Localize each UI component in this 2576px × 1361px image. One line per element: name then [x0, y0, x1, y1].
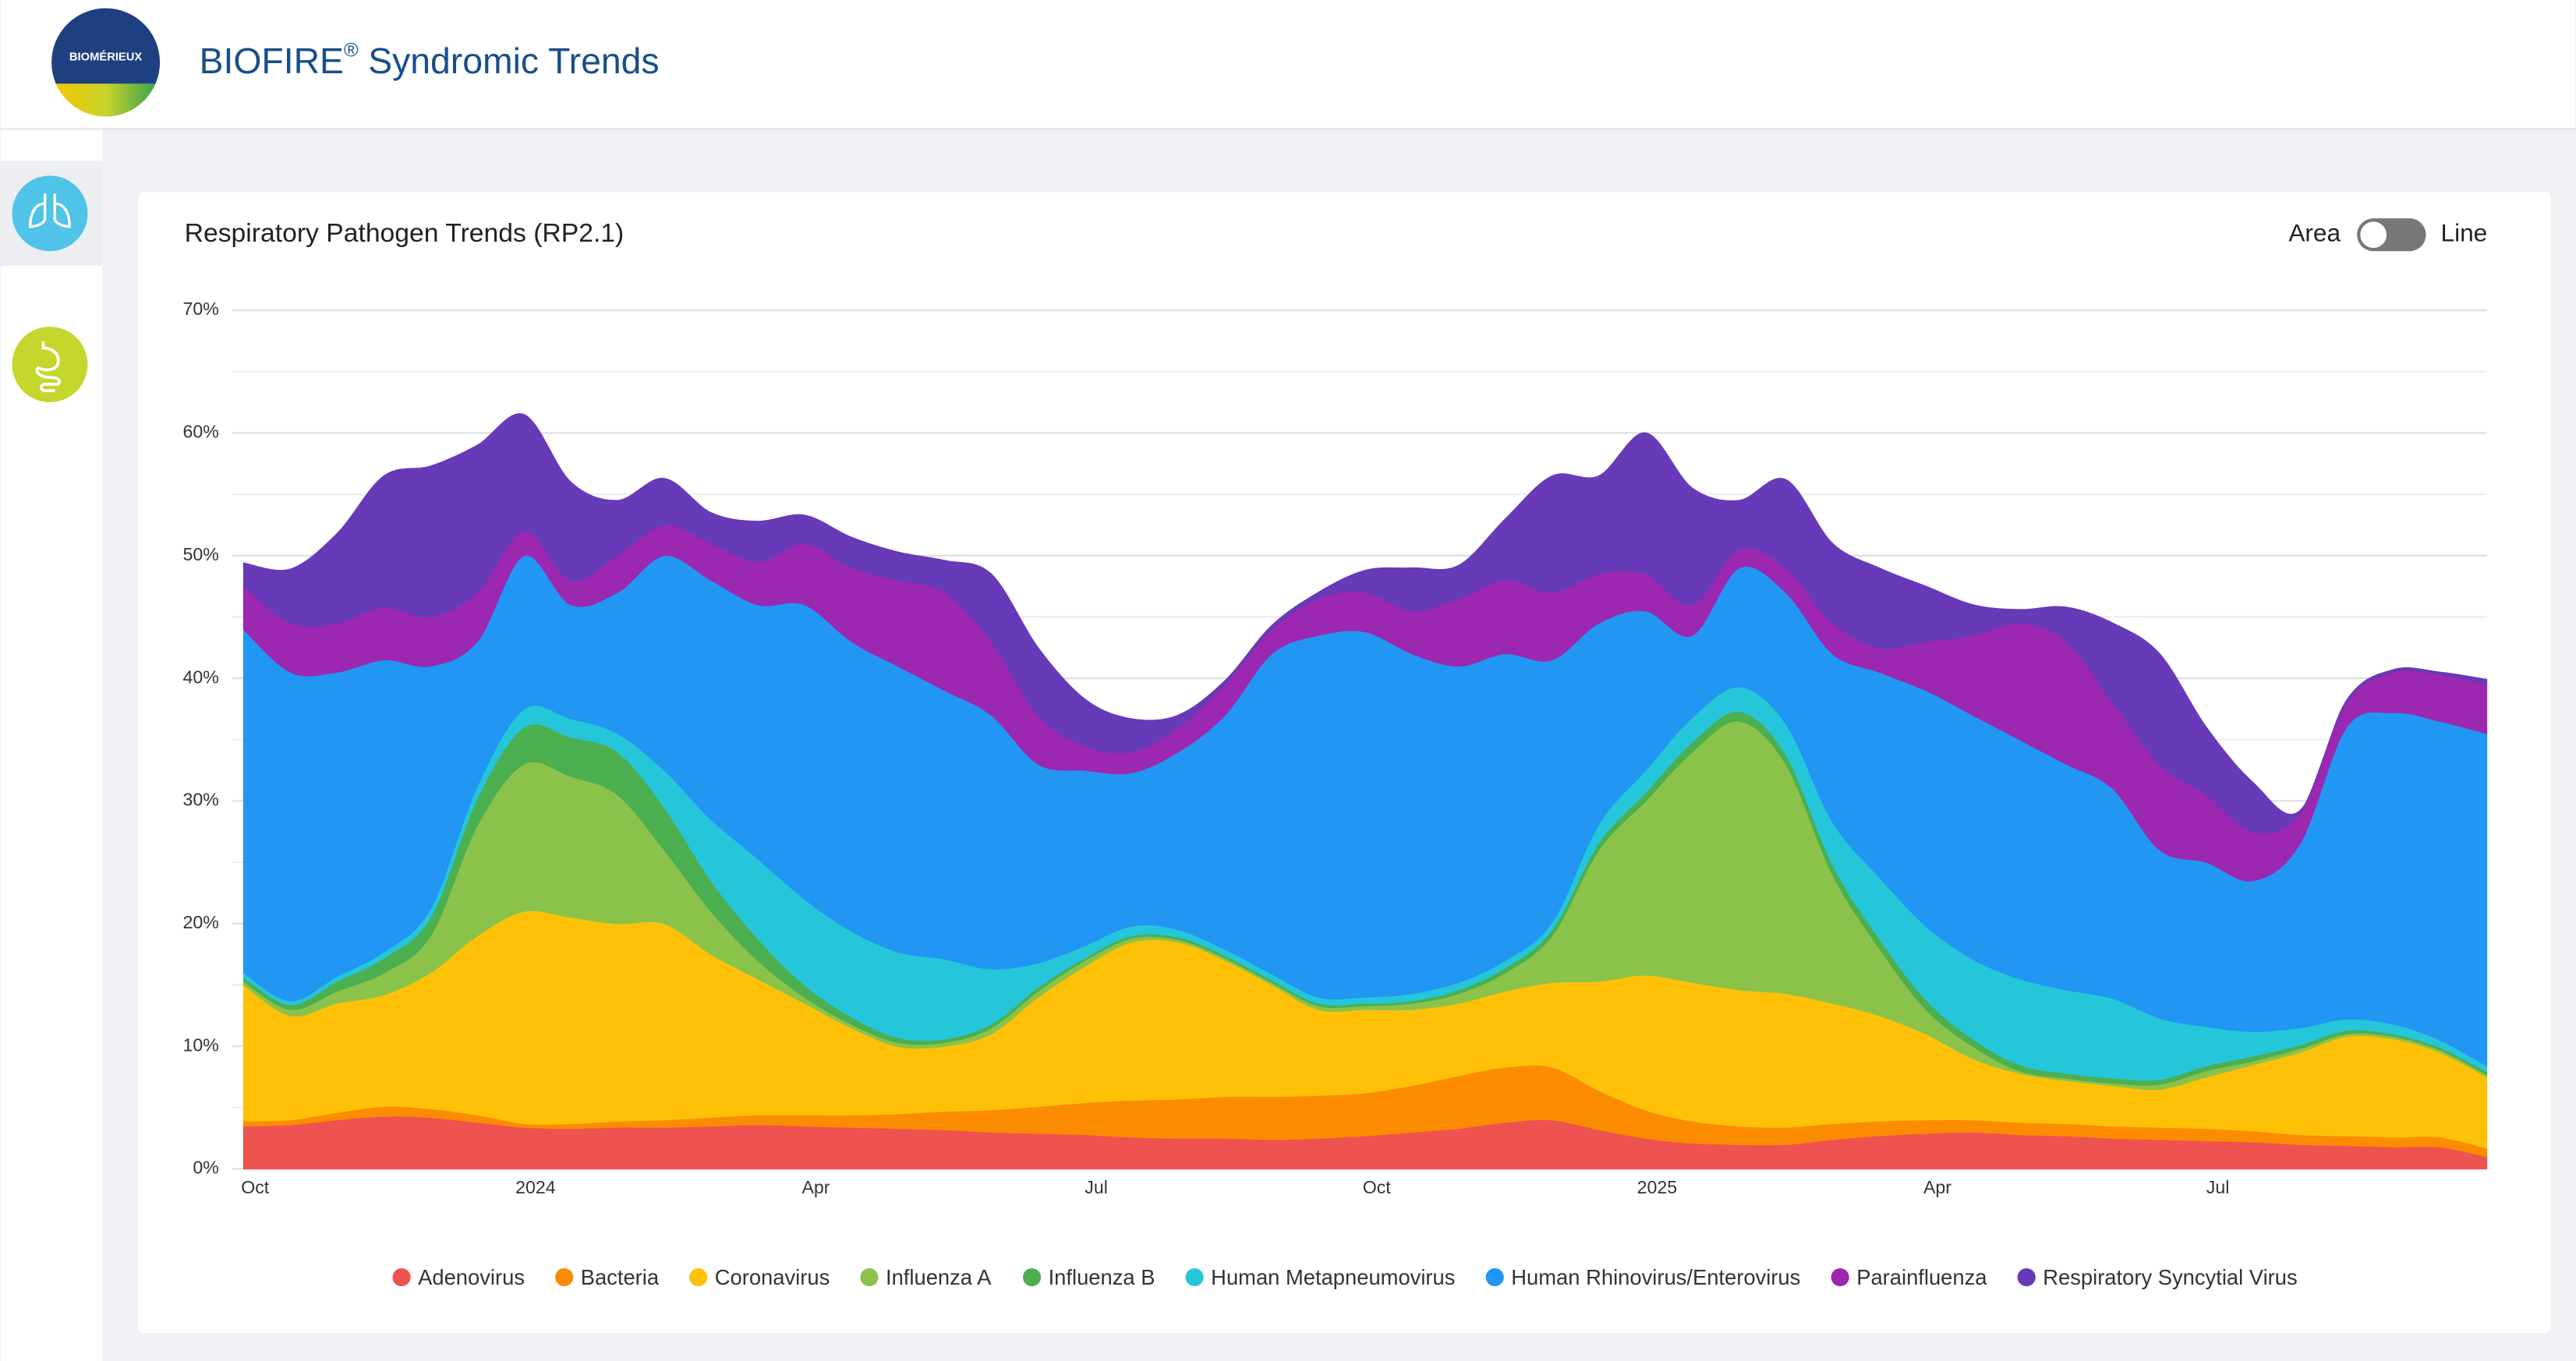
legend-label: Adenovirus — [418, 1265, 525, 1289]
x-tick-label: Jul — [1085, 1177, 1108, 1197]
nav-gastro[interactable] — [12, 327, 88, 403]
brand: BIOFIRE — [200, 41, 344, 81]
area — [242, 413, 2488, 834]
legend-swatch — [1022, 1268, 1042, 1287]
legend-item[interactable]: Influenza B — [1022, 1265, 1155, 1289]
legend-label: Parainfluenza — [1856, 1265, 1987, 1289]
legend-label: Coronavirus — [715, 1265, 830, 1289]
legend-swatch — [1185, 1268, 1204, 1287]
y-tick-label: 50% — [183, 544, 219, 564]
legend-label: Human Rhinovirus/Enterovirus — [1511, 1265, 1800, 1289]
sidebar — [0, 129, 103, 1361]
nav-respiratory[interactable] — [12, 175, 88, 252]
legend-label: Bacteria — [581, 1265, 660, 1289]
registered-mark: ® — [344, 39, 359, 61]
y-tick-label: 30% — [183, 790, 219, 810]
legend-label: Respiratory Syncytial Virus — [2043, 1265, 2297, 1289]
legend-item[interactable]: Influenza A — [860, 1265, 992, 1289]
legend-item[interactable]: Human Metapneumovirus — [1185, 1265, 1456, 1289]
x-tick-label: 2025 — [1637, 1177, 1678, 1197]
toggle-right: Line — [2441, 219, 2488, 247]
legend-label: Human Metapneumovirus — [1211, 1265, 1455, 1289]
logo-text: BIOMÉRIEUX — [69, 51, 142, 64]
chart-title: Respiratory Pathogen Trends (RP2.1) — [185, 219, 625, 248]
stomach-icon — [35, 341, 62, 393]
y-tick-label: 10% — [183, 1034, 219, 1055]
legend-swatch — [392, 1268, 411, 1287]
y-tick-label: 60% — [183, 422, 219, 442]
x-tick-label: Jul — [2206, 1177, 2230, 1197]
legend-item[interactable]: Bacteria — [555, 1265, 660, 1289]
x-tick-label: Apr — [801, 1177, 830, 1197]
toggle-left: Area — [2288, 219, 2341, 247]
lung-icon — [29, 193, 71, 228]
legend-label: Influenza A — [886, 1265, 992, 1289]
legend-item[interactable]: Human Rhinovirus/Enterovirus — [1485, 1265, 1801, 1289]
x-tick-label: Apr — [1923, 1177, 1951, 1197]
header — [0, 0, 2576, 129]
legend-swatch — [1485, 1268, 1504, 1287]
y-tick-label: 20% — [183, 912, 219, 932]
app-title: BIOFIRE® Syndromic Trends — [200, 39, 660, 81]
legend-item[interactable]: Parainfluenza — [1831, 1265, 1988, 1289]
y-tick-label: 40% — [183, 666, 219, 687]
legend-item[interactable]: Coronavirus — [689, 1265, 830, 1289]
legend-item[interactable]: Respiratory Syncytial Virus — [2017, 1265, 2298, 1289]
legend-item[interactable]: Adenovirus — [392, 1265, 525, 1289]
legend-label: Influenza B — [1049, 1265, 1155, 1289]
y-tick-label: 70% — [183, 299, 219, 319]
legend-swatch — [860, 1268, 879, 1287]
legend-swatch — [2017, 1268, 2036, 1287]
legend-swatch — [689, 1268, 708, 1287]
x-tick-label: 2024 — [515, 1177, 556, 1197]
x-tick-label: Oct — [1363, 1177, 1392, 1197]
legend-swatch — [1831, 1268, 1849, 1287]
x-tick-label: Oct — [241, 1177, 270, 1197]
legend-swatch — [555, 1268, 574, 1287]
title: Syndromic Trends — [368, 41, 659, 81]
toggle-knob — [2360, 221, 2387, 249]
y-tick-label: 0% — [193, 1158, 218, 1178]
